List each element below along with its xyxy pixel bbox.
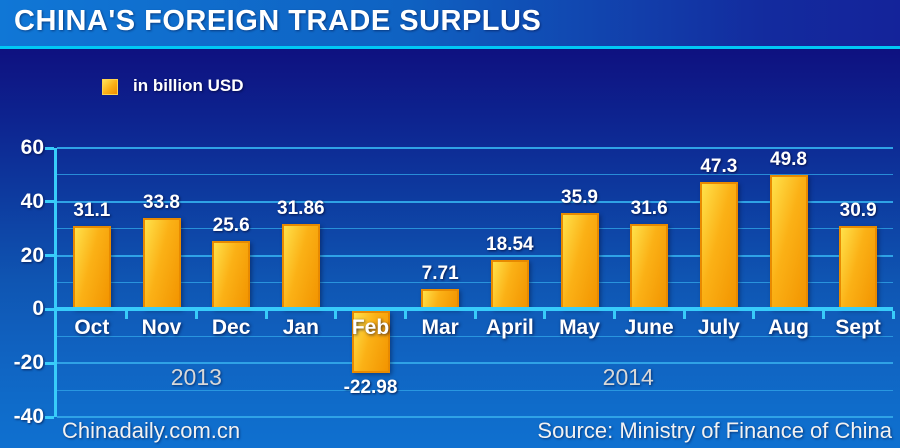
x-axis-tick [821, 311, 825, 320]
year-label-2014: 2014 [602, 364, 654, 391]
value-label-Nov: 33.8 [143, 192, 180, 214]
y-axis-tick [45, 200, 54, 204]
category-label-May: May [559, 316, 600, 340]
title-bar: CHINA'S FOREIGN TRADE SURPLUS [0, 0, 900, 46]
bar-Mar [421, 288, 460, 310]
value-label-Mar: 7.71 [421, 262, 459, 284]
x-axis-tick [752, 311, 756, 320]
y-axis-label: -40 [13, 405, 44, 428]
gridline-y50 [57, 174, 893, 176]
y-axis-tick [45, 146, 54, 150]
bar-Sept [839, 226, 878, 310]
bar-Jan [281, 223, 320, 310]
bar-Feb [351, 311, 390, 374]
x-axis-tick [125, 311, 129, 320]
value-label-June: 31.6 [630, 198, 668, 220]
y-axis-tick [45, 361, 54, 365]
value-label-April: 18.54 [486, 233, 534, 255]
bar-Oct [72, 225, 111, 310]
value-label-Dec: 25.6 [212, 214, 250, 236]
x-axis-tick [194, 311, 198, 320]
bar-May [560, 212, 599, 310]
category-label-Mar: Mar [421, 316, 459, 340]
x-axis-tick [612, 311, 616, 320]
chart-area: in billion USD 60 40 20 0 -20 -40 31.1 Oct 33.8 N… [0, 49, 900, 448]
category-label-Feb: Feb [351, 316, 390, 340]
y-axis-tick [45, 254, 54, 258]
category-label-Nov: Nov [141, 316, 182, 340]
x-axis-tick [543, 311, 547, 320]
title-divider-line [0, 46, 900, 49]
gridline-y40 [57, 200, 893, 203]
bar-July [699, 182, 738, 310]
category-label-April: April [485, 316, 534, 340]
bar-Nov [142, 218, 181, 310]
bar-June [630, 224, 669, 310]
y-axis-tick [45, 415, 54, 419]
x-axis-tick [891, 311, 895, 320]
gridline-y60 [57, 147, 893, 149]
x-axis-tick [473, 311, 477, 320]
page-title: CHINA'S FOREIGN TRADE SURPLUS [14, 5, 542, 37]
bar-Dec [212, 240, 251, 310]
y-axis-label: 60 [20, 136, 44, 159]
gridline-y30 [57, 228, 893, 230]
category-label-Oct: Oct [74, 316, 110, 340]
legend-swatch-icon [102, 79, 118, 95]
value-label-Feb: -22.98 [343, 377, 398, 399]
watermark-chinadaily: Chinadaily.com.cn [62, 418, 241, 443]
legend-label: in billion USD [133, 76, 244, 95]
value-label-May: 35.9 [561, 186, 598, 208]
value-label-Aug: 49.8 [770, 149, 807, 171]
category-label-Aug: Aug [768, 316, 809, 340]
category-label-Sept: Sept [835, 316, 881, 340]
y-axis-label: 20 [20, 243, 44, 267]
category-label-Jan: Jan [282, 316, 319, 340]
x-axis-tick [682, 311, 686, 320]
category-label-June: June [624, 316, 674, 340]
y-axis-tick [45, 307, 54, 311]
gridline-y-20 [57, 362, 893, 365]
y-axis-label: 40 [20, 189, 44, 213]
gridline-y20 [57, 254, 893, 257]
x-axis-tick [403, 311, 407, 320]
x-axis-tick [334, 311, 338, 320]
category-label-July: July [697, 316, 740, 340]
y-axis-label: -20 [13, 351, 44, 375]
value-label-Jan: 31.86 [277, 197, 325, 219]
y-axis-line [54, 148, 57, 417]
value-label-Sept: 30.9 [839, 200, 877, 222]
gridline-y-40 [57, 416, 893, 418]
gridline-y10 [57, 282, 893, 283]
source-credit: Source: Ministry of Finance of China [537, 418, 892, 443]
bar-Aug [769, 175, 808, 310]
gridline-y-10 [57, 335, 893, 337]
y-axis-label: 0 [32, 297, 44, 321]
category-label-Dec: Dec [211, 316, 251, 340]
gridline-y-30 [57, 389, 893, 391]
bar-April [490, 259, 529, 310]
year-label-2013: 2013 [170, 364, 222, 391]
value-label-Oct: 31.1 [73, 199, 111, 221]
x-axis-tick [264, 311, 268, 320]
x-axis-zero-line [57, 307, 893, 312]
value-label-July: 47.3 [700, 156, 738, 178]
